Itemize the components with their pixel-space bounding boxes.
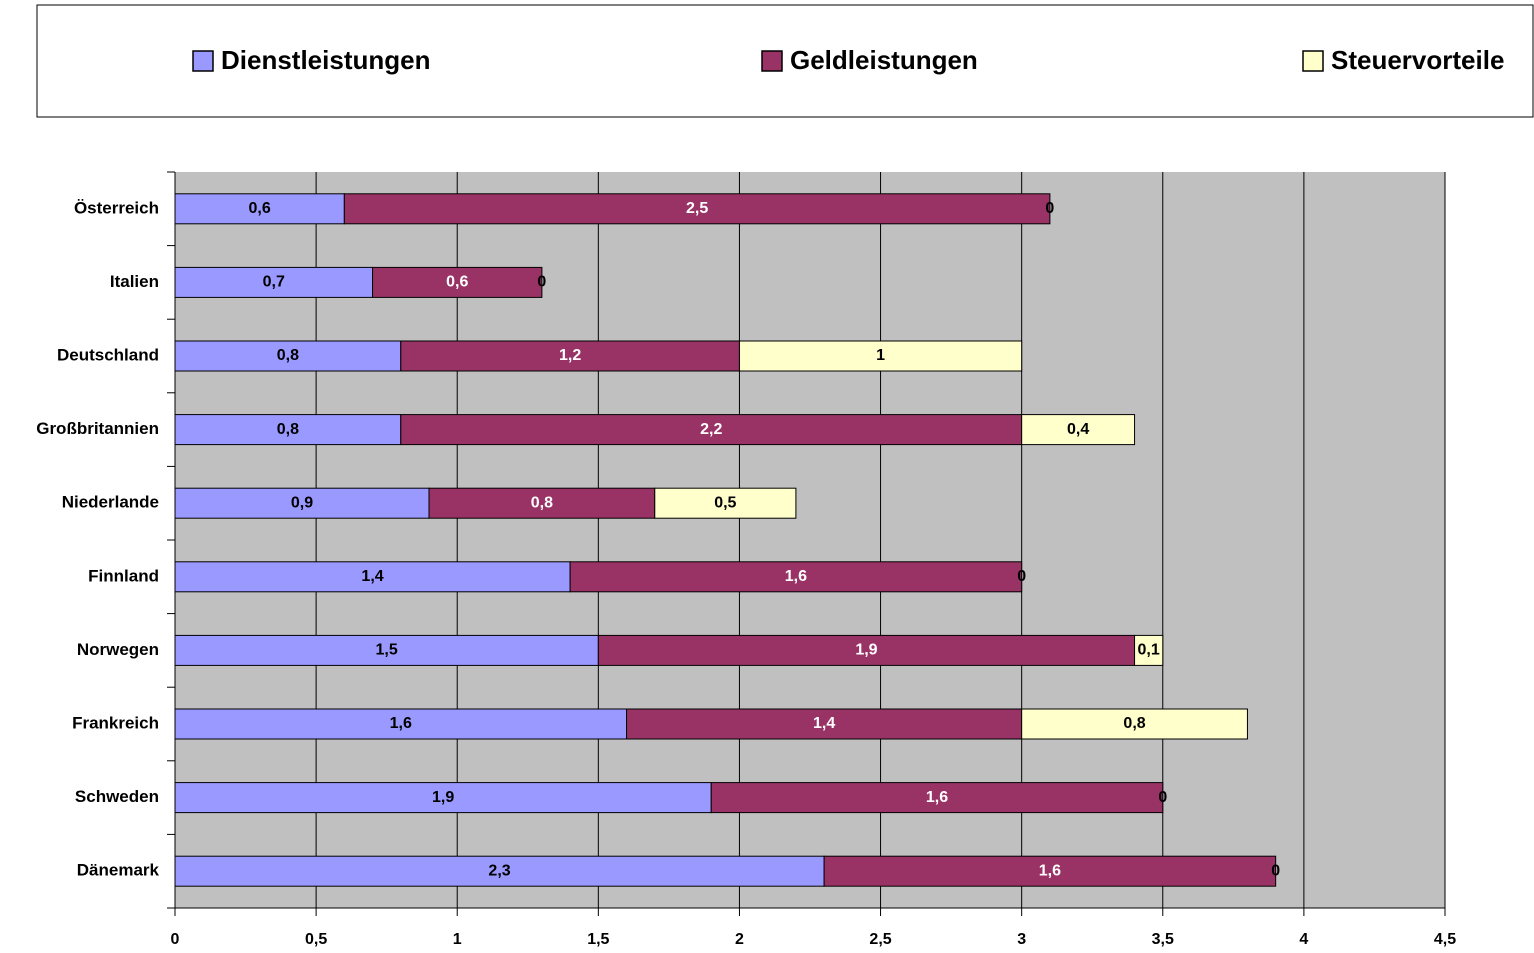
- value-label: 2,2: [700, 421, 722, 438]
- x-tick-label: 2: [735, 931, 744, 948]
- y-tick-label: Niederlande: [62, 493, 159, 512]
- y-tick-label: Italien: [110, 272, 159, 291]
- value-label: 0,6: [446, 274, 468, 291]
- value-label: 0: [537, 274, 546, 291]
- value-label: 1,5: [376, 642, 398, 659]
- x-tick-label: 2,5: [869, 931, 891, 948]
- bar-segment: [1134, 634, 1164, 666]
- value-label: 0,1: [1138, 642, 1160, 659]
- value-label: 0,8: [277, 421, 299, 438]
- bar-segment: [174, 266, 374, 298]
- legend-swatch: [1302, 50, 1324, 72]
- value-label: 2,5: [686, 200, 708, 217]
- value-label: 0,8: [1123, 715, 1145, 732]
- bar-segment: [174, 340, 402, 372]
- bar-segment: [738, 340, 1023, 372]
- bar-segment: [710, 782, 1164, 814]
- value-label: 1: [876, 347, 885, 364]
- value-label: 0: [1271, 862, 1280, 879]
- x-tick-label: 4,5: [1434, 931, 1456, 948]
- value-label: 0,9: [291, 494, 313, 511]
- bar-segment: [1021, 708, 1248, 740]
- bar-segment: [174, 634, 599, 666]
- legend-label: Dienstleistungen: [221, 45, 430, 75]
- legend-box: [36, 4, 1534, 118]
- x-tick-label: 0,5: [305, 931, 327, 948]
- value-label: 0,5: [714, 494, 736, 511]
- bar-segment: [428, 487, 656, 519]
- x-tick-label: 3,5: [1152, 931, 1174, 948]
- y-tick-label: Deutschland: [57, 345, 159, 364]
- y-tick-label: Dänemark: [77, 861, 160, 880]
- value-label: 1,6: [785, 568, 807, 585]
- bar-segment: [174, 708, 628, 740]
- legend-swatch: [192, 50, 214, 72]
- value-label: 1,2: [559, 347, 581, 364]
- legend-swatch: [761, 50, 783, 72]
- bar-segment: [174, 193, 345, 225]
- bar-segment: [597, 634, 1136, 666]
- bar-segment: [823, 855, 1277, 887]
- value-label: 0,7: [263, 274, 285, 291]
- legend-label: Geldleistungen: [790, 45, 978, 75]
- value-label: 0: [1017, 568, 1026, 585]
- y-tick-label: Frankreich: [72, 713, 159, 732]
- y-tick-label: Norwegen: [77, 640, 159, 659]
- value-label: 0,4: [1067, 421, 1089, 438]
- value-label: 0,6: [249, 200, 271, 217]
- x-tick-label: 4: [1299, 931, 1308, 948]
- value-label: 0: [1158, 789, 1167, 806]
- value-label: 1,9: [855, 642, 877, 659]
- x-tick-label: 1: [453, 931, 462, 948]
- bar-segment: [1021, 414, 1136, 446]
- bar-segment: [372, 266, 543, 298]
- value-label: 0: [1045, 200, 1054, 217]
- bar-segment: [400, 414, 1023, 446]
- bar-segment: [174, 782, 712, 814]
- x-tick-label: 3: [1017, 931, 1026, 948]
- value-label: 0,8: [531, 494, 553, 511]
- bar-segment: [343, 193, 1051, 225]
- value-label: 0,8: [277, 347, 299, 364]
- bar-segment: [626, 708, 1023, 740]
- value-label: 1,9: [432, 789, 454, 806]
- value-label: 1,6: [1039, 862, 1061, 879]
- bar-segment: [174, 561, 571, 593]
- value-label: 1,4: [361, 568, 383, 585]
- bar-segment: [174, 414, 402, 446]
- y-tick-label: Österreich: [74, 198, 159, 217]
- y-tick-label: Schweden: [75, 787, 159, 806]
- bar-segment: [654, 487, 797, 519]
- value-label: 1,6: [926, 789, 948, 806]
- y-tick-label: Finnland: [88, 566, 159, 585]
- legend-label: Steuervorteile: [1331, 45, 1504, 75]
- value-label: 1,4: [813, 715, 835, 732]
- y-tick-label: Großbritannien: [36, 419, 159, 438]
- bar-segment: [569, 561, 1023, 593]
- value-label: 1,6: [390, 715, 412, 732]
- value-label: 2,3: [488, 862, 510, 879]
- x-tick-label: 0: [171, 931, 180, 948]
- x-tick-label: 1,5: [587, 931, 609, 948]
- bar-segment: [400, 340, 740, 372]
- bar-segment: [174, 487, 430, 519]
